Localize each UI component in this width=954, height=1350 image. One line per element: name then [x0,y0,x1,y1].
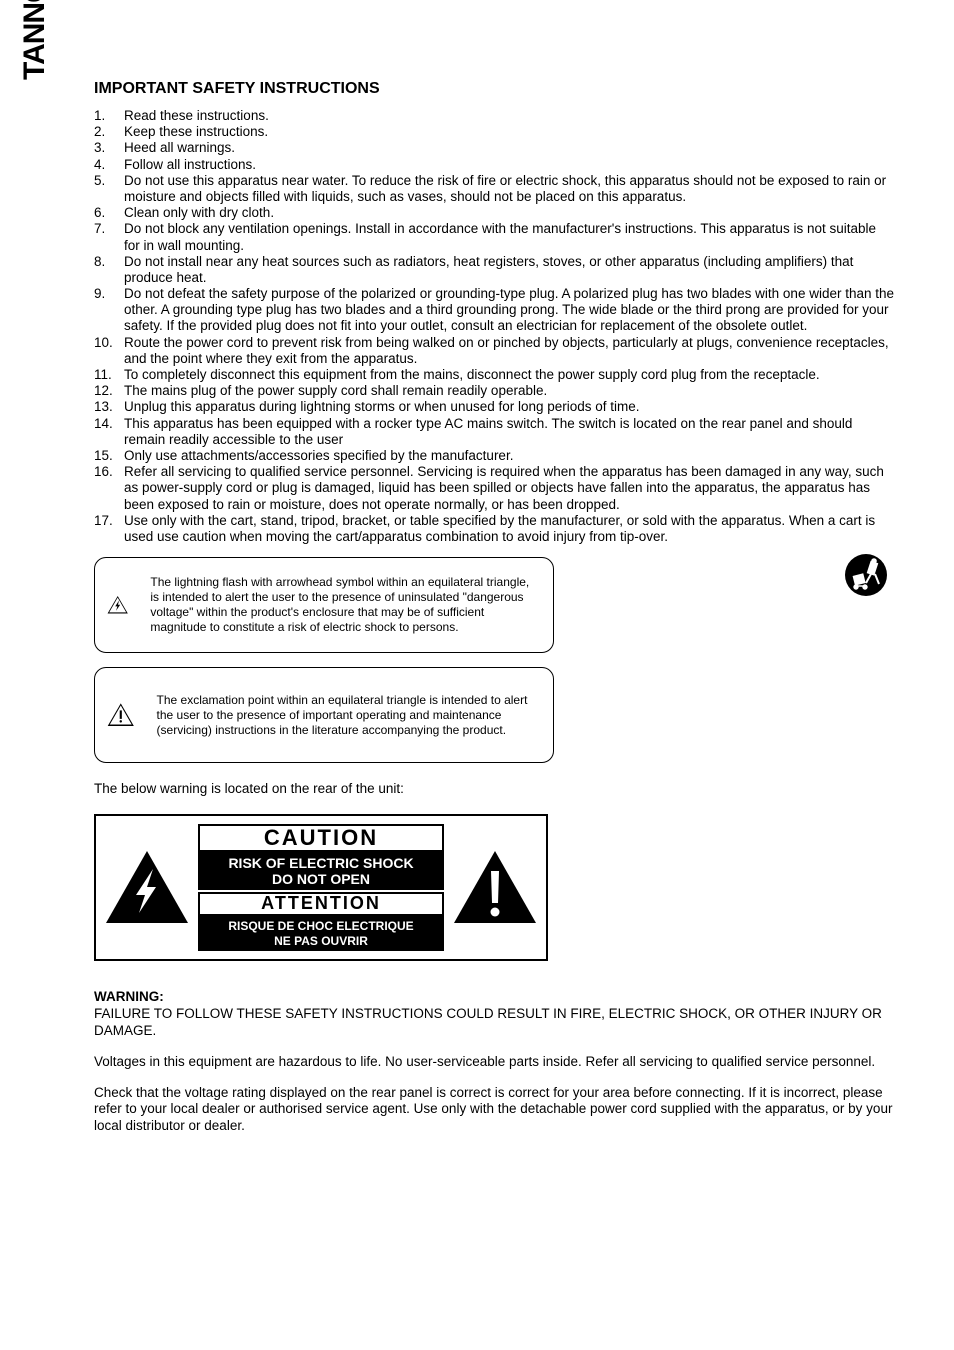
tipover-icon [844,553,888,602]
instruction-item: Only use attachments/accessories specifi… [94,448,894,464]
caution-text-block: CAUTION RISK OF ELECTRIC SHOCK DO NOT OP… [198,824,444,951]
instruction-item: Clean only with dry cloth. [94,205,894,221]
warning-label: WARNING: [94,989,164,1004]
instruction-item: Do not block any ventilation openings. I… [94,221,894,253]
page-title: IMPORTANT SAFETY INSTRUCTIONS [94,80,894,98]
donotopen-label: DO NOT OPEN [206,871,436,887]
instruction-item: Heed all warnings. [94,140,894,156]
instructions-list: Read these instructions. Keep these inst… [94,108,894,545]
instruction-item: Follow all instructions. [94,157,894,173]
exclamation-triangle-icon [107,680,135,750]
instruction-item: To completely disconnect this equipment … [94,367,894,383]
instruction-item: Do not use this apparatus near water. To… [94,173,894,205]
instruction-item: Read these instructions. [94,108,894,124]
warning-block: WARNING: FAILURE TO FOLLOW THESE SAFETY … [94,989,894,1135]
instruction-item: Keep these instructions. [94,124,894,140]
rear-warning-label: The below warning is located on the rear… [94,781,894,796]
risk-label: RISK OF ELECTRIC SHOCK [206,855,436,871]
instruction-item: Unplug this apparatus during lightning s… [94,399,894,415]
lightning-symbol-text: The lightning flash with arrowhead symbo… [150,575,535,635]
instruction-item: Refer all servicing to qualified service… [94,464,894,513]
exclamation-symbol-text: The exclamation point within an equilate… [157,693,535,738]
instruction-item: Do not defeat the safety purpose of the … [94,286,894,335]
nepas-label: NE PAS OUVRIR [206,934,436,948]
caution-panel: CAUTION RISK OF ELECTRIC SHOCK DO NOT OP… [94,814,548,961]
exclamation-symbol-box: The exclamation point within an equilate… [94,667,554,763]
lightning-symbol-box: The lightning flash with arrowhead symbo… [94,557,554,653]
instruction-item: Do not install near any heat sources suc… [94,254,894,286]
warning-p3: Check that the voltage rating displayed … [94,1085,894,1136]
instruction-item: This apparatus has been equipped with a … [94,416,894,448]
lightning-triangle-icon [107,570,128,640]
lightning-triangle-icon [104,849,190,927]
warning-p2: Voltages in this equipment are hazardous… [94,1054,894,1071]
warning-p1: FAILURE TO FOLLOW THESE SAFETY INSTRUCTI… [94,1006,882,1038]
instruction-item: Use only with the cart, stand, tripod, b… [94,513,894,545]
risque-label: RISQUE DE CHOC ELECTRIQUE [206,919,436,933]
caution-label: CAUTION [198,824,444,852]
instruction-item: Route the power cord to prevent risk fro… [94,335,894,367]
exclamation-triangle-icon [452,849,538,927]
page-content: IMPORTANT SAFETY INSTRUCTIONS Read these… [94,80,894,1135]
instruction-item: The mains plug of the power supply cord … [94,383,894,399]
brand-logo: TANNOY [18,0,52,80]
attention-label: ATTENTION [198,892,444,916]
